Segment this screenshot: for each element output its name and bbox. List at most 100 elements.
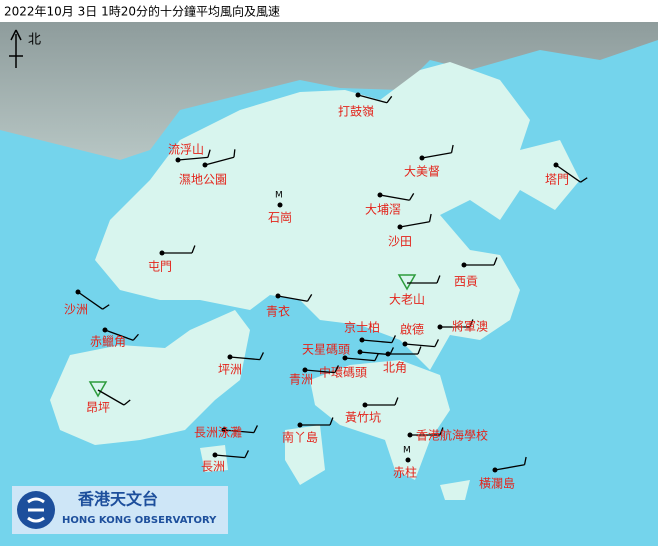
station-label: 塔門 — [545, 173, 569, 187]
wind-barb — [344, 357, 375, 362]
station: M 石崗 — [268, 191, 292, 225]
station: 沙洲 — [64, 289, 110, 317]
station: 濕地公園 — [179, 149, 236, 187]
station: 橫瀾島 — [479, 456, 527, 491]
station: 中環碼頭 — [319, 353, 380, 380]
station-m: M — [275, 191, 283, 201]
station: 坪洲 — [218, 352, 265, 377]
new-territories — [95, 62, 580, 370]
station-label: 打鼓嶺 — [338, 105, 374, 119]
station: 啟德 — [400, 322, 440, 348]
wind-barb-tick — [306, 294, 313, 302]
station: 大美督 — [404, 144, 454, 179]
station-label: 南丫島 — [282, 430, 318, 445]
wind-barb — [359, 351, 390, 356]
wind-barb-tick — [523, 456, 527, 465]
wind-barb-tick — [259, 352, 265, 360]
wind-barb — [177, 156, 208, 161]
station-label: 青衣 — [266, 304, 290, 319]
station: 西貢 — [454, 257, 498, 289]
wind-barb — [229, 356, 260, 361]
wind-barb-tick — [436, 275, 441, 284]
wind-barb — [277, 295, 308, 302]
wind-barb-tick — [102, 304, 110, 310]
station: 赤鱲角 — [90, 327, 139, 349]
title: 2022年10月 3日 1時20分的十分鐘平均風向及風速 — [4, 4, 280, 19]
station-label: 赤柱 — [393, 465, 417, 480]
station-label: 啟德 — [400, 322, 424, 337]
station-label: 大老山 — [389, 293, 425, 307]
wind-barb — [104, 329, 134, 341]
station: 京士柏 — [344, 320, 397, 344]
wind-barb-tick — [417, 346, 422, 355]
mainland — [0, 22, 658, 160]
station-label: 將軍澳 — [452, 319, 488, 334]
station: 沙田 — [388, 213, 432, 249]
logo-english: HONG KONG OBSERVATORY — [62, 515, 217, 526]
station-label: 屯門 — [148, 260, 172, 274]
station-label: 大埔滘 — [365, 203, 401, 217]
wind-barb-tick — [132, 333, 139, 341]
wind-barb-tick — [493, 257, 498, 266]
station-label: 沙洲 — [64, 303, 88, 317]
wind-barb — [223, 429, 254, 434]
cheung-chau — [200, 445, 228, 472]
wind-barb — [494, 464, 525, 471]
wind-barb-tick — [450, 144, 454, 153]
station: 黃竹坑 — [345, 397, 399, 425]
station-label: 西貢 — [454, 275, 478, 289]
wind-barb — [97, 389, 125, 406]
station-dot — [405, 457, 411, 463]
station-label: 昂坪 — [86, 401, 110, 415]
station-label: 坪洲 — [218, 363, 242, 377]
station: 昂坪 — [86, 381, 131, 415]
station: 香港航海學校 — [407, 427, 488, 443]
logo: 香港天文台 HONG KONG OBSERVATORY — [12, 486, 228, 534]
wind-barb-tick — [334, 365, 340, 373]
wind-barb-tick — [428, 213, 432, 222]
station-label: 橫瀾島 — [479, 476, 515, 491]
station: 北角 — [383, 346, 422, 375]
station: 青衣 — [266, 293, 313, 319]
hk-island — [310, 360, 450, 480]
title-bar — [0, 0, 658, 22]
station-triangle — [88, 381, 108, 398]
station: 屯門 — [148, 245, 196, 274]
station-label: 北角 — [383, 361, 407, 375]
wind-barb — [421, 152, 452, 159]
wind-barb — [357, 94, 388, 104]
wind-barb-tick — [469, 319, 474, 328]
wind-barb-tick — [329, 417, 334, 426]
station-label: 濕地公園 — [179, 173, 227, 187]
wind-barb-tick — [123, 399, 131, 406]
wind-barb-tick — [439, 427, 444, 436]
station: 青洲 — [289, 365, 340, 387]
wind-barb-tick — [207, 149, 211, 158]
station: 流浮山 — [168, 143, 211, 163]
station-label: 長洲 — [201, 460, 225, 474]
lantau — [50, 310, 250, 445]
wind-barb — [399, 221, 430, 228]
north-label: 北 — [28, 33, 41, 48]
station: 打鼓嶺 — [338, 92, 393, 119]
station-label: 青洲 — [289, 373, 313, 387]
wind-barb-tick — [244, 450, 250, 458]
north-arrow: 北 — [9, 29, 41, 68]
wind-barb-tick — [434, 339, 440, 347]
station: 長洲泳灘 — [194, 425, 259, 440]
station: 南丫島 — [282, 417, 334, 445]
station-m: M — [403, 446, 411, 456]
station-label: 黃竹坑 — [345, 410, 381, 425]
station-label: 大美督 — [404, 164, 440, 179]
station-label: 流浮山 — [168, 143, 204, 157]
station: 塔門 — [545, 162, 588, 187]
station-label: 中環碼頭 — [319, 365, 367, 380]
po-toi — [440, 480, 470, 500]
station-label: 天星碼頭 — [302, 343, 350, 357]
station-label: 赤鱲角 — [90, 335, 126, 349]
station: 大埔滘 — [365, 192, 415, 217]
wind-barb — [361, 339, 392, 344]
lamma — [285, 425, 325, 485]
wind-barb — [214, 454, 245, 459]
